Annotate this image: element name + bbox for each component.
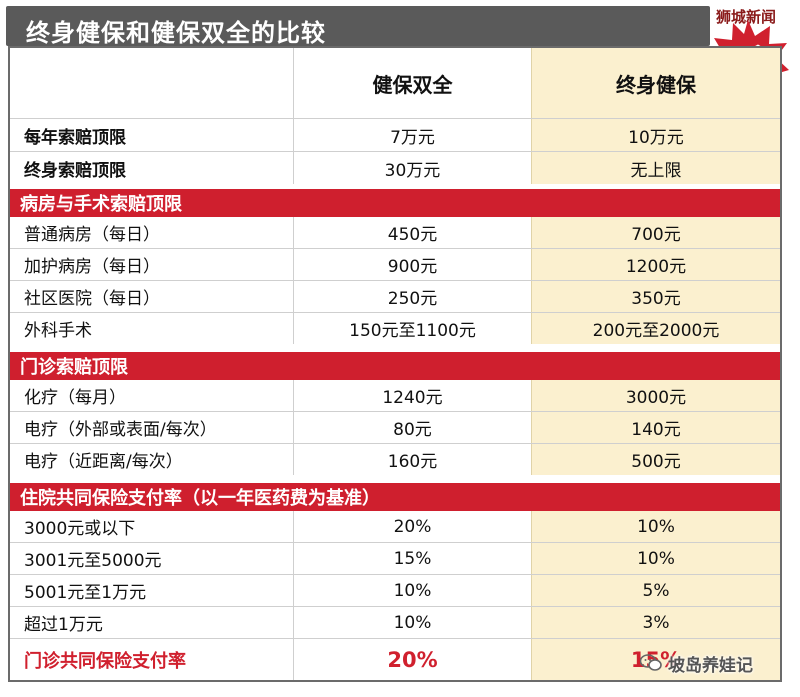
header-plan-a: 健保双全 [293,48,531,118]
plan-a-value: 900元 [387,257,438,277]
divider [10,574,780,575]
row-label: 终身索赔顶限 [24,160,126,181]
plan-a-value: 20% [387,647,438,672]
title-bar: 终身健保和健保双全的比较 [6,6,710,47]
row-label: 3001元至5000元 [24,551,162,571]
plan-b-value: 10% [637,516,675,537]
plan-b-value: 10% [637,548,675,569]
header-blank-cell [10,48,293,118]
header-plan-b: 终身健保 [531,48,780,118]
plan-a-title: 健保双全 [372,72,453,97]
section-header-ward-surgery: 病房与手术索赔顶限 [10,189,780,217]
table-row: 超过1万元 10% 3% [10,607,780,638]
row-label: 5001元至1万元 [24,583,147,603]
divider [10,638,780,639]
plan-b-value: 500元 [631,452,681,472]
row-label: 门诊共同保险支付率 [24,650,186,672]
section-title: 住院共同保险支付率（以一年医药费为基准） [20,488,380,509]
section-title: 门诊索赔顶限 [20,357,128,378]
row-label: 普通病房（每日） [24,225,160,245]
row-label: 超过1万元 [24,615,103,635]
comparison-table: 健保双全 终身健保 每年索赔顶限 7万元 10万元 终身索赔顶限 30万元 无上… [8,46,782,682]
plan-a-value: 30万元 [384,160,441,181]
table-row: 加护病房（每日） 900元 1200元 [10,249,780,280]
row-label: 外科手术 [24,321,92,341]
plan-b-value: 350元 [631,289,681,309]
plan-b-value: 3% [642,612,670,633]
row-label: 3000元或以下 [24,519,136,539]
table-row: 普通病房（每日） 450元 700元 [10,217,780,248]
plan-b-title: 终身健保 [616,72,696,97]
row-label: 社区医院（每日） [24,289,160,309]
plan-b-value: 无上限 [630,160,682,181]
divider [10,443,780,444]
table-row: 3000元或以下 20% 10% [10,511,780,542]
plan-a-value: 1240元 [382,388,443,408]
plan-a-value: 20% [393,516,432,537]
plan-a-value: 160元 [387,452,438,472]
plan-b-value: 200元至2000元 [592,321,720,341]
plan-b-value: 5% [642,580,670,601]
table-row: 电疗（近距离/每次） 160元 500元 [10,444,780,475]
divider [10,411,780,412]
table-row: 外科手术 150元至1100元 200元至2000元 [10,313,780,344]
divider [10,606,780,607]
section-header-outpatient: 门诊索赔顶限 [10,352,780,380]
plan-a-value: 15% [393,548,432,569]
plan-a-value: 450元 [387,225,438,245]
plan-b-value: 140元 [631,420,681,440]
watermark: 坡岛养娃记 [640,650,753,676]
page-title: 终身健保和健保双全的比较 [26,19,326,47]
plan-b-value: 700元 [631,225,681,245]
brand-text: 狮城新闻 [716,8,777,26]
plan-b-value: 10万元 [628,127,684,148]
section-header-inpatient-coinsurance: 住院共同保险支付率（以一年医药费为基准） [10,483,780,511]
table-row: 化疗（每月） 1240元 3000元 [10,380,780,411]
divider [10,542,780,543]
divider [10,118,780,119]
row-label: 化疗（每月） [24,388,126,408]
section-title: 病房与手术索赔顶限 [20,194,182,215]
plan-b-value: 3000元 [625,388,687,408]
table-row: 5001元至1万元 10% 5% [10,575,780,606]
divider [10,248,780,249]
watermark-text: 坡岛养娃记 [668,655,753,676]
plan-a-value: 10% [393,612,432,633]
plan-a-value: 150元至1100元 [349,321,476,341]
plan-a-value: 10% [393,580,432,601]
plan-a-value: 7万元 [390,127,435,148]
table-row: 社区医院（每日） 250元 350元 [10,281,780,312]
table-header-row: 健保双全 终身健保 [10,48,780,118]
row-label: 电疗（近距离/每次） [24,452,183,472]
table-row: 3001元至5000元 15% 10% [10,543,780,574]
table-row: 终身索赔顶限 30万元 无上限 [10,152,780,184]
table-row: 每年索赔顶限 7万元 10万元 [10,119,780,151]
divider [10,151,780,152]
row-label: 加护病房（每日） [24,257,160,277]
row-label: 每年索赔顶限 [24,127,126,148]
row-label: 电疗（外部或表面/每次） [24,420,217,440]
plan-a-value: 80元 [393,420,432,440]
divider [10,280,780,281]
divider [10,312,780,313]
wechat-icon [640,654,662,671]
plan-b-value: 1200元 [625,257,687,277]
plan-a-value: 250元 [387,289,438,309]
table-row: 电疗（外部或表面/每次） 80元 140元 [10,412,780,443]
